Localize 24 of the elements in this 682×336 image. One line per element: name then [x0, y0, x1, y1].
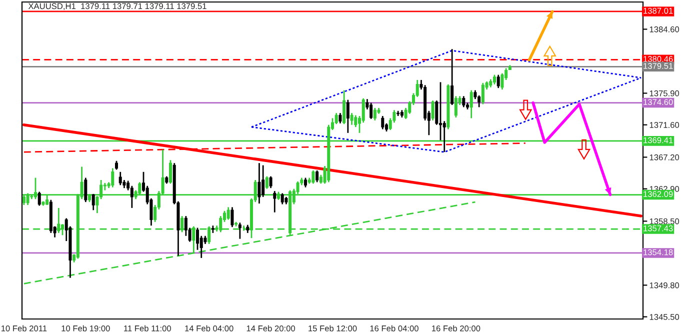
x-tick-label: 14 Feb 04:00: [185, 325, 234, 332]
y-tick-label: 1371.60: [650, 122, 680, 128]
y-tick-label: 1358.50: [650, 218, 680, 224]
y-tick-label: 1384.60: [650, 26, 680, 32]
ref-line-label: 1380.46: [644, 56, 673, 62]
chart-title: XAUUSD,H1 1379.11 1379.71 1379.11 1379.51: [28, 3, 206, 10]
x-tick-label: 16 Feb 04:00: [370, 325, 418, 332]
x-tick-label: 16 Feb 20:00: [432, 325, 480, 332]
ref-line-label: 1379.51: [644, 62, 673, 69]
y-tick-label: 1367.20: [650, 154, 680, 160]
x-tick-label: 11 Feb 11:00: [124, 325, 171, 332]
ref-line-label: 1374.60: [644, 99, 673, 105]
ref-line-label: 1362.09: [644, 191, 673, 198]
ref-line-label: 1354.18: [644, 249, 673, 256]
ref-line-label: 1369.41: [644, 137, 673, 144]
y-tick-label: 1349.80: [650, 282, 680, 288]
x-tick-label: 15 Feb 12:00: [308, 325, 357, 332]
ref-line-label: 1357.43: [644, 225, 673, 232]
y-tick-label: 1345.50: [650, 314, 680, 320]
x-tick-label: 10 Feb 19:00: [62, 325, 110, 332]
x-tick-label: 14 Feb 20:00: [246, 325, 296, 332]
x-tick-label: 10 Feb 2011: [1, 325, 47, 332]
y-tick-label: 1375.90: [650, 90, 680, 96]
ref-line-label: 1387.01: [644, 8, 673, 14]
